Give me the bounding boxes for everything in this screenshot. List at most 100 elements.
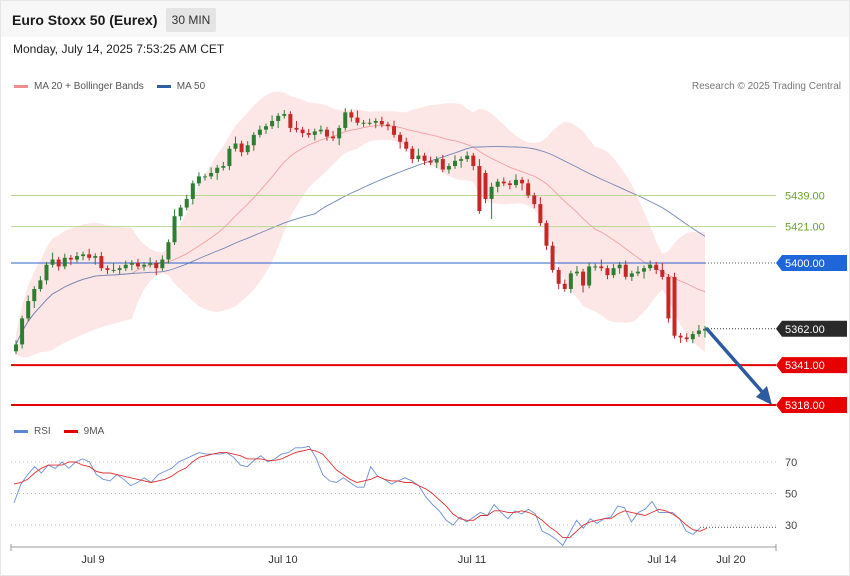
candle bbox=[361, 122, 366, 124]
candle bbox=[209, 172, 214, 177]
candle bbox=[440, 159, 445, 170]
candle bbox=[245, 145, 250, 153]
price-tag-5 bbox=[776, 397, 847, 413]
candle bbox=[617, 264, 622, 269]
candle bbox=[288, 114, 293, 128]
candle bbox=[160, 259, 165, 269]
candle bbox=[422, 155, 427, 161]
candle bbox=[74, 256, 79, 260]
candle bbox=[87, 254, 92, 258]
candle bbox=[593, 266, 598, 268]
candle bbox=[62, 257, 67, 267]
candle bbox=[367, 122, 372, 124]
candle bbox=[410, 148, 415, 160]
rsi-level-label-0: 70 bbox=[785, 457, 797, 469]
candle bbox=[520, 179, 525, 184]
candle bbox=[221, 166, 226, 168]
candle bbox=[379, 121, 384, 125]
candle bbox=[142, 264, 147, 267]
rsi-legend-swatch bbox=[14, 430, 28, 433]
candle bbox=[703, 328, 707, 331]
candle bbox=[331, 136, 336, 139]
candle bbox=[111, 269, 116, 271]
candle bbox=[282, 114, 287, 116]
candle bbox=[373, 121, 378, 123]
candle bbox=[251, 134, 256, 146]
candle bbox=[233, 143, 238, 149]
candle bbox=[453, 160, 458, 167]
candle bbox=[660, 269, 665, 277]
rsi-line bbox=[13, 445, 701, 547]
candle bbox=[465, 155, 470, 160]
candle bbox=[587, 266, 592, 286]
rsi-level-label-1: 50 bbox=[785, 489, 797, 501]
candle bbox=[148, 263, 153, 265]
x-tick-label-0: Jul 9 bbox=[81, 554, 104, 566]
price-level-label-5: 5318.00 bbox=[785, 400, 825, 412]
candle bbox=[337, 127, 342, 139]
candle bbox=[483, 172, 488, 199]
rsi-ma-line bbox=[13, 448, 708, 539]
candle bbox=[117, 268, 122, 270]
x-tick-label-4: Jul 20 bbox=[716, 554, 745, 566]
candle bbox=[532, 195, 537, 205]
candle bbox=[495, 181, 500, 187]
candle bbox=[276, 115, 281, 121]
candle bbox=[404, 141, 409, 149]
ma50-legend-swatch bbox=[156, 85, 171, 88]
candle bbox=[684, 337, 689, 340]
candle bbox=[666, 276, 671, 319]
candle bbox=[203, 176, 208, 178]
candle bbox=[129, 263, 134, 265]
bollinger-band bbox=[16, 91, 705, 358]
candle bbox=[105, 268, 110, 270]
candle bbox=[538, 204, 543, 224]
interval-button[interactable]: 30 MIN bbox=[166, 8, 216, 32]
candle bbox=[68, 257, 73, 260]
price-tag-4 bbox=[776, 357, 847, 374]
candle bbox=[398, 134, 403, 142]
candle bbox=[44, 264, 49, 281]
candle bbox=[56, 259, 61, 267]
rsi-legend: RSI 9MA bbox=[14, 426, 104, 437]
candle bbox=[190, 183, 195, 199]
candle bbox=[568, 273, 573, 289]
candle bbox=[343, 112, 348, 128]
forecast-arrow-shaft bbox=[705, 327, 766, 396]
x-tick-label-3: Jul 14 bbox=[647, 554, 676, 566]
candle bbox=[672, 276, 677, 336]
candle bbox=[215, 167, 220, 173]
candle bbox=[355, 117, 360, 123]
candle bbox=[38, 280, 43, 289]
x-tick-label-1: Jul 10 bbox=[268, 554, 297, 566]
candle bbox=[611, 268, 616, 276]
price-level-label-2: 5400.00 bbox=[785, 258, 825, 270]
candle bbox=[93, 256, 98, 258]
candle bbox=[459, 159, 464, 161]
price-level-label-0: 5439.00 bbox=[785, 190, 825, 202]
candle bbox=[678, 335, 683, 338]
candle bbox=[172, 216, 177, 243]
candle bbox=[648, 264, 653, 269]
candle bbox=[696, 330, 701, 334]
candle bbox=[642, 268, 647, 272]
candle bbox=[178, 207, 183, 217]
candle bbox=[507, 183, 512, 186]
instrument-title: Euro Stoxx 50 (Eurex) bbox=[12, 12, 158, 28]
candle bbox=[14, 344, 18, 352]
candle bbox=[434, 159, 439, 163]
candle bbox=[32, 288, 37, 302]
candle bbox=[26, 301, 31, 319]
candle bbox=[513, 179, 518, 186]
ma20-legend-label: MA 20 + Bollinger Bands bbox=[34, 81, 144, 92]
candle bbox=[501, 181, 506, 184]
candle bbox=[550, 245, 555, 270]
candle bbox=[556, 269, 561, 284]
rsi-legend-label: RSI bbox=[34, 426, 51, 437]
candle bbox=[324, 129, 329, 137]
x-tick-label-2: Jul 11 bbox=[458, 554, 487, 566]
candle bbox=[270, 121, 275, 127]
candle bbox=[574, 271, 579, 274]
candle bbox=[654, 264, 659, 270]
